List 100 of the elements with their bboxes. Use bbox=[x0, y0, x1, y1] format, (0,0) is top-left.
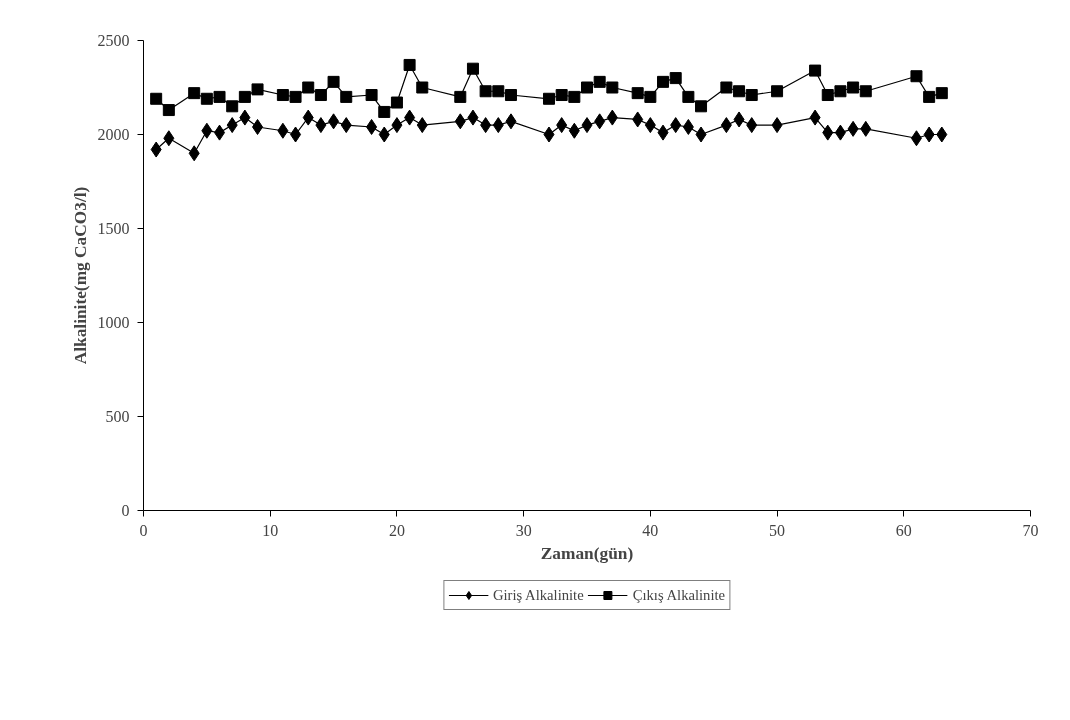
point bbox=[771, 85, 784, 98]
y-tick-label: 1500 bbox=[97, 220, 130, 237]
y-tick-label: 0 bbox=[121, 502, 130, 519]
point bbox=[809, 109, 821, 126]
point bbox=[695, 126, 707, 143]
point bbox=[606, 109, 618, 126]
point bbox=[289, 90, 302, 103]
point bbox=[252, 118, 264, 135]
point bbox=[328, 113, 340, 130]
point bbox=[834, 124, 846, 141]
point bbox=[809, 64, 822, 77]
point bbox=[821, 89, 834, 102]
point bbox=[720, 81, 733, 94]
point bbox=[466, 62, 479, 75]
point bbox=[403, 58, 416, 71]
legend-label: Giriş Alkalinite bbox=[492, 586, 584, 604]
point bbox=[923, 90, 936, 103]
point bbox=[935, 87, 948, 100]
point bbox=[214, 124, 226, 141]
point bbox=[847, 81, 860, 94]
point bbox=[581, 117, 593, 134]
point bbox=[682, 118, 694, 135]
point bbox=[390, 96, 403, 109]
x-tick-label: 40 bbox=[642, 521, 659, 539]
point bbox=[606, 81, 619, 94]
point bbox=[581, 81, 593, 94]
point bbox=[682, 90, 695, 103]
point bbox=[276, 89, 289, 102]
x-axis-title: Zaman(gün) bbox=[540, 543, 634, 563]
point bbox=[239, 109, 251, 126]
point bbox=[340, 117, 352, 134]
point bbox=[238, 90, 251, 103]
point bbox=[720, 117, 732, 134]
point bbox=[365, 89, 378, 102]
y-tick-label: 2500 bbox=[97, 32, 130, 49]
point bbox=[366, 118, 378, 135]
point bbox=[315, 117, 327, 134]
point bbox=[834, 85, 847, 98]
point bbox=[277, 122, 289, 139]
point bbox=[404, 109, 416, 126]
point bbox=[644, 117, 656, 134]
x-tick-label: 50 bbox=[769, 521, 786, 539]
y-tick-label: 2000 bbox=[97, 126, 130, 143]
point bbox=[505, 113, 517, 130]
point bbox=[733, 85, 746, 98]
point bbox=[859, 85, 872, 98]
point bbox=[733, 111, 745, 128]
point bbox=[188, 87, 201, 100]
point bbox=[745, 89, 758, 102]
point bbox=[188, 145, 200, 162]
point bbox=[543, 126, 555, 143]
point bbox=[542, 92, 555, 105]
point bbox=[226, 117, 238, 134]
point bbox=[669, 72, 682, 85]
point bbox=[492, 117, 504, 134]
point bbox=[771, 117, 783, 134]
point bbox=[479, 85, 492, 98]
point bbox=[163, 130, 175, 147]
legend-label: Çıkış Alkalinite bbox=[632, 586, 726, 604]
point bbox=[936, 126, 948, 143]
point bbox=[822, 124, 834, 141]
point bbox=[593, 75, 606, 88]
point bbox=[302, 81, 315, 94]
point bbox=[150, 141, 162, 158]
x-tick-label: 10 bbox=[262, 521, 279, 539]
point bbox=[454, 90, 467, 103]
x-tick-label: 20 bbox=[388, 521, 405, 539]
point bbox=[746, 117, 758, 134]
x-tick-label: 0 bbox=[139, 521, 148, 539]
point bbox=[454, 113, 466, 130]
point bbox=[416, 81, 429, 94]
x-tick-label: 70 bbox=[1022, 521, 1039, 539]
point bbox=[492, 85, 505, 98]
y-tick-label: 1000 bbox=[97, 314, 130, 331]
point bbox=[200, 92, 213, 105]
point bbox=[226, 100, 239, 113]
point bbox=[391, 117, 403, 134]
point bbox=[302, 109, 314, 126]
point bbox=[910, 70, 923, 83]
point bbox=[327, 75, 340, 88]
point bbox=[555, 89, 568, 102]
point bbox=[923, 126, 935, 143]
x-tick-label: 30 bbox=[515, 521, 532, 539]
point bbox=[568, 90, 581, 103]
y-tick-label: 500 bbox=[105, 408, 130, 425]
point bbox=[556, 117, 568, 134]
point bbox=[631, 87, 644, 100]
point bbox=[695, 100, 708, 113]
point bbox=[632, 111, 644, 128]
point bbox=[314, 89, 327, 102]
point bbox=[251, 83, 264, 96]
point bbox=[162, 104, 175, 117]
point bbox=[504, 89, 517, 102]
point bbox=[657, 124, 669, 141]
point bbox=[910, 130, 922, 147]
point bbox=[378, 105, 391, 118]
point bbox=[847, 120, 859, 137]
point bbox=[657, 75, 670, 88]
point bbox=[340, 90, 353, 103]
point bbox=[670, 117, 682, 134]
